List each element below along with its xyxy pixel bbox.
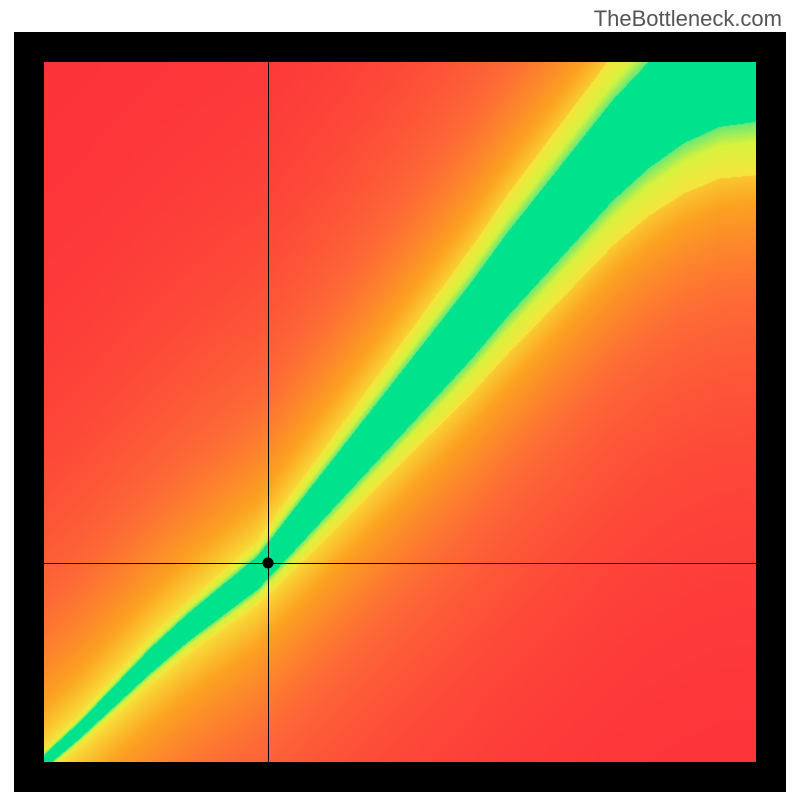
crosshair-horizontal [44, 563, 756, 564]
crosshair-vertical [268, 62, 269, 762]
heatmap-canvas [44, 62, 756, 762]
watermark-text: TheBottleneck.com [594, 6, 782, 32]
crosshair-marker [263, 557, 274, 568]
heatmap-plot [44, 62, 756, 762]
chart-frame [14, 32, 786, 792]
